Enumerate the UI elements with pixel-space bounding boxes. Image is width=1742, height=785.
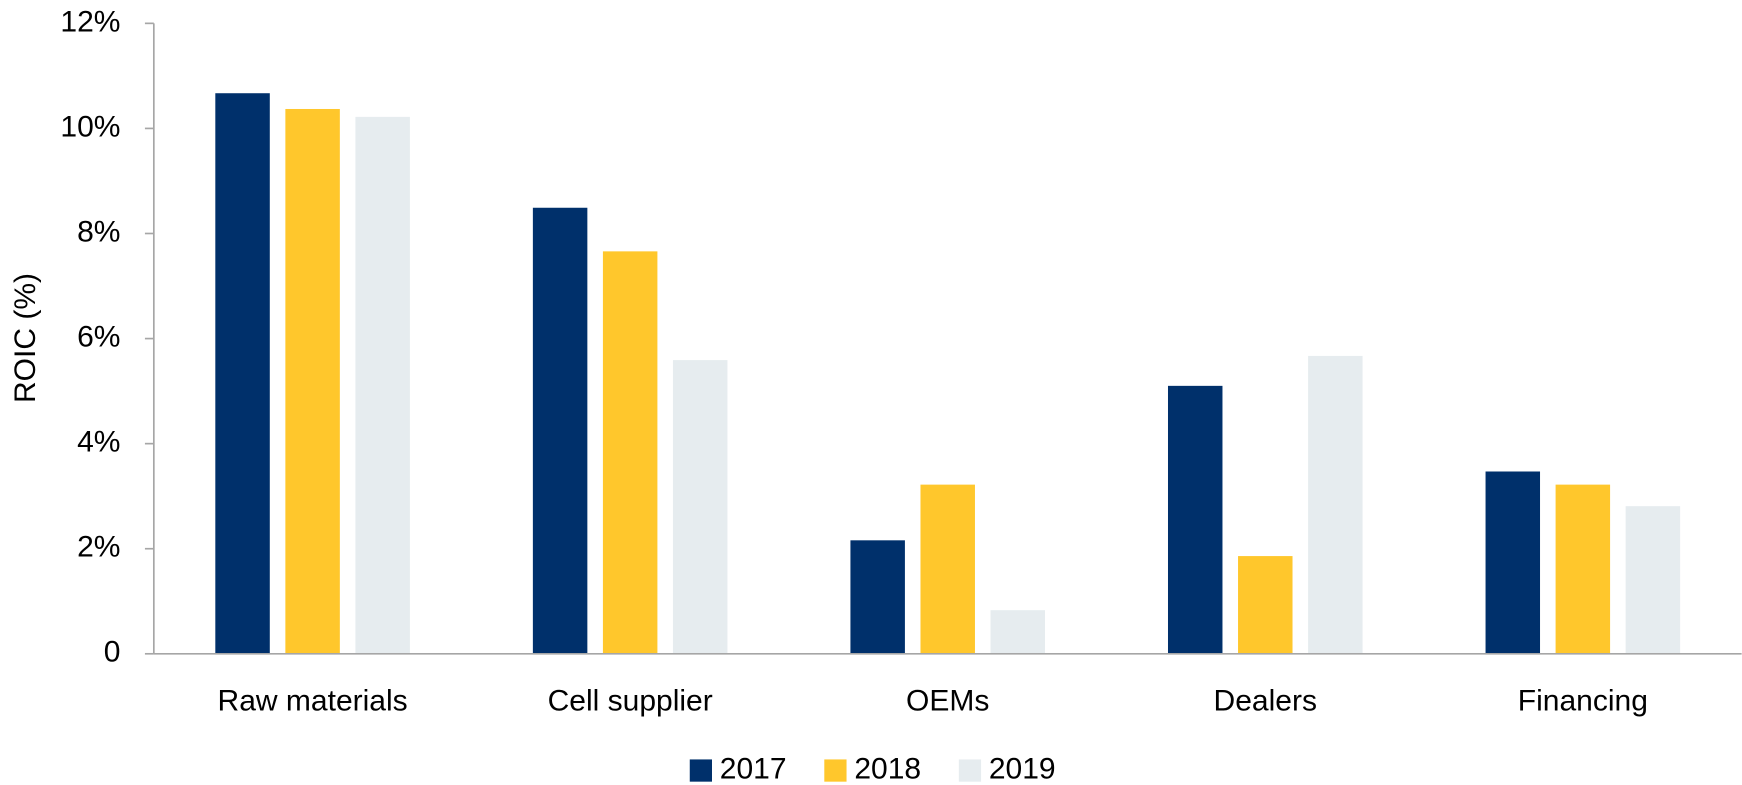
bar — [1167, 385, 1223, 654]
bar — [1485, 471, 1541, 654]
bar — [1625, 506, 1681, 654]
legend-swatch — [958, 759, 982, 782]
x-tick-label: OEMs — [906, 685, 989, 718]
bar — [215, 93, 270, 654]
bar — [990, 610, 1046, 654]
y-tick-label: 6% — [77, 321, 120, 354]
x-tick-label: Financing — [1518, 685, 1648, 718]
y-axis-label: ROIC (%) — [9, 273, 42, 403]
x-tick-label: Raw materials — [218, 685, 408, 718]
legend-swatch — [689, 759, 712, 782]
y-tick-label: 0 — [104, 636, 121, 669]
x-tick-label: Cell supplier — [548, 685, 713, 718]
bar — [1308, 355, 1363, 654]
legend-label: 2019 — [989, 752, 1056, 785]
bar — [602, 251, 658, 654]
x-tick-label: Dealers — [1214, 685, 1317, 718]
y-tick-label: 4% — [77, 426, 120, 459]
bar — [850, 540, 905, 654]
bar — [532, 207, 588, 654]
legend-label: 2017 — [720, 752, 787, 785]
bar — [672, 360, 728, 654]
legend-swatch — [824, 759, 847, 782]
bar — [920, 484, 975, 654]
bar — [285, 108, 340, 654]
y-tick-label: 12% — [60, 5, 120, 38]
y-tick-label: 8% — [77, 215, 120, 248]
bar — [355, 116, 410, 654]
bar — [1238, 556, 1293, 654]
y-tick-label: 10% — [60, 110, 120, 143]
bar — [1555, 484, 1611, 654]
y-tick-label: 2% — [77, 531, 120, 564]
legend-label: 2018 — [854, 752, 921, 785]
